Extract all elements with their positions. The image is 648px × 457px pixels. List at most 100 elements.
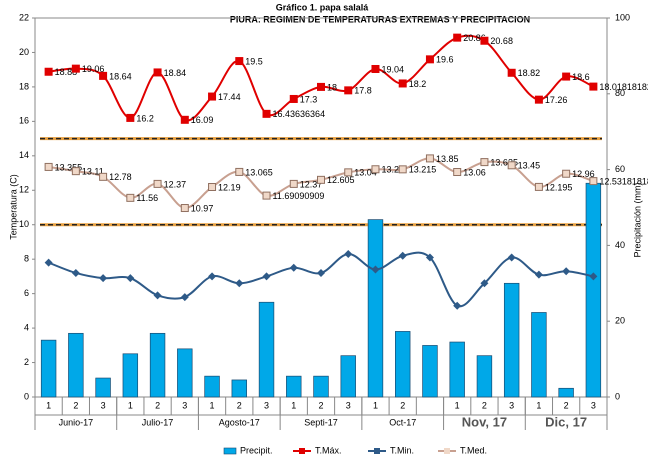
marker	[317, 175, 325, 184]
marker	[153, 68, 162, 77]
y-tick-label: 22	[19, 12, 29, 22]
data-label: 13.22	[381, 165, 404, 175]
marker	[99, 172, 108, 181]
marker	[289, 179, 298, 188]
marker	[235, 279, 244, 288]
bar	[313, 375, 329, 398]
y-tick-label: 16	[19, 116, 29, 126]
x-tick-label: 2	[400, 400, 405, 410]
marker	[425, 154, 434, 163]
data-label: 18.84	[164, 68, 187, 78]
data-label: 12.37	[300, 179, 323, 189]
y2-tick-label: 40	[615, 240, 625, 250]
x-group-label: Dic, 17	[545, 414, 587, 429]
marker	[507, 68, 516, 77]
marker	[480, 279, 489, 288]
y-tick-label: 10	[19, 219, 29, 229]
bar	[503, 282, 520, 398]
marker	[534, 270, 543, 279]
bar	[40, 339, 57, 398]
marker	[398, 251, 407, 260]
marker	[71, 167, 80, 176]
bar	[558, 387, 574, 398]
data-label: 17.44	[218, 92, 241, 102]
data-label: 20.68	[490, 36, 513, 46]
x-group-label: Julio-17	[142, 417, 174, 427]
marker	[262, 109, 271, 118]
marker	[425, 55, 434, 64]
y2-axis-label: Precipitación (mm)	[632, 182, 642, 257]
x-tick-label: 1	[46, 400, 51, 410]
marker	[425, 253, 434, 262]
y-tick-label: 8	[24, 254, 29, 264]
marker	[99, 71, 108, 80]
y2-tick-label: 0	[615, 391, 620, 401]
data-label: 11.69090909	[273, 191, 325, 201]
x-tick-label: 3	[346, 400, 351, 410]
data-label: 10.97	[191, 203, 214, 213]
marker	[507, 253, 516, 262]
data-label: 13.06	[463, 167, 486, 177]
marker	[453, 301, 462, 310]
marker	[317, 268, 325, 277]
data-label: 13.04	[354, 168, 377, 178]
marker	[153, 291, 162, 300]
y2-tick-label: 60	[615, 164, 625, 174]
data-label: 18.01818182	[599, 82, 648, 92]
data-label: 20.86	[463, 33, 486, 43]
marker	[534, 182, 543, 191]
bar	[231, 379, 247, 398]
marker	[235, 57, 244, 66]
data-label: 18.88	[55, 67, 78, 77]
legend-label: Precipit.	[240, 445, 273, 455]
marker	[344, 168, 353, 177]
data-label: 12.19	[218, 182, 241, 192]
y-tick-label: 20	[19, 47, 29, 57]
x-tick-label: 2	[237, 400, 242, 410]
legend-marker	[299, 448, 305, 454]
data-label: 16.09	[191, 115, 214, 125]
x-tick-label: 3	[264, 400, 269, 410]
marker	[344, 250, 353, 259]
chart-subtitle: PIURA: REGIMEN DE TEMPERATURAS EXTREMAS …	[230, 14, 530, 24]
bar	[68, 332, 84, 398]
marker	[398, 165, 407, 174]
x-tick-label: 1	[291, 400, 296, 410]
marker	[235, 167, 244, 176]
y-tick-label: 12	[19, 185, 29, 195]
x-tick-label: 3	[182, 400, 187, 410]
data-label: 12.195	[545, 182, 573, 192]
bar	[531, 312, 547, 398]
marker	[562, 169, 571, 178]
data-label: 13.215	[409, 165, 437, 175]
data-label: 19.04	[381, 64, 404, 74]
marker	[371, 165, 380, 174]
marker	[180, 115, 189, 124]
legend-marker	[374, 448, 380, 454]
legend-marker	[444, 448, 450, 454]
marker	[262, 191, 271, 200]
bar	[422, 345, 438, 398]
bar	[122, 353, 139, 398]
y-tick-label: 4	[24, 322, 29, 332]
data-label: 16.2	[136, 113, 154, 123]
x-group-label: Septi-17	[304, 417, 338, 427]
y-tick-label: 2	[24, 357, 29, 367]
x-tick-label: 2	[564, 400, 569, 410]
marker	[534, 95, 543, 104]
data-label: 19.6	[436, 55, 454, 65]
marker	[480, 158, 489, 167]
data-label: 13.11	[82, 167, 104, 177]
x-tick-label: 2	[482, 400, 487, 410]
x-tick-label: 3	[591, 400, 596, 410]
data-label: 18.82	[518, 68, 541, 78]
marker	[180, 293, 189, 302]
y-axis-label: Temperatura (C)	[8, 174, 18, 240]
data-label: 12.605	[327, 175, 355, 185]
data-label: 13.635	[490, 157, 518, 167]
data-label: 19.5	[245, 56, 263, 66]
y2-tick-label: 80	[615, 88, 625, 98]
y-tick-label: 18	[19, 81, 29, 91]
data-label: 18.2	[409, 79, 427, 89]
marker	[289, 263, 298, 272]
